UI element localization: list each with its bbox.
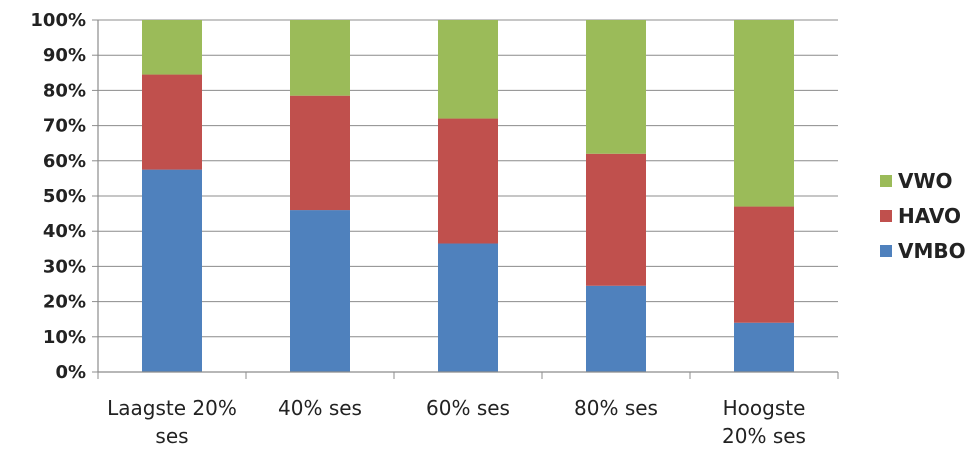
y-tick-label: 80% [43,80,86,101]
y-tick-label: 20% [43,292,86,313]
y-axis-ticks: 0% 10% 20% 30% 40% 50% 60% 70% 80% 90% 100% [30,10,98,383]
axes [97,20,839,379]
bar-havo-4 [734,206,794,323]
x-category-label: 20% ses [722,424,806,448]
legend-label-vmbo: VMBO [898,239,966,263]
x-category-label: Hoogste [723,396,806,420]
y-tick-label: 0% [55,362,86,383]
x-category-label: ses [155,424,188,448]
x-category-label: Laagste 20% [107,396,237,420]
legend-label-havo: HAVO [898,204,961,228]
bar-vmbo-3 [586,285,646,372]
bar-vmbo-4 [734,322,794,372]
bar-vmbo-2 [438,243,498,372]
x-category-label: 60% ses [426,396,510,420]
bar-vmbo-0 [142,169,202,372]
legend-label-vwo: VWO [898,169,953,193]
x-category-label: 40% ses [278,396,362,420]
legend-swatch-havo [880,210,892,222]
bars [142,20,794,372]
y-tick-label: 100% [30,10,86,31]
bar-vmbo-1 [290,210,350,372]
bar-vwo-3 [586,20,646,154]
bar-vwo-4 [734,20,794,207]
x-category-label: 80% ses [574,396,658,420]
x-axis-labels: Laagste 20% ses 40% ses 60% ses 80% ses Hoogs… [107,396,806,448]
bar-havo-3 [586,153,646,286]
y-tick-label: 10% [43,327,86,348]
legend-swatch-vwo [880,175,892,187]
y-tick-label: 50% [43,186,86,207]
bar-havo-0 [142,74,202,170]
bar-vwo-1 [290,20,350,96]
y-tick-label: 40% [43,221,86,242]
y-tick-label: 30% [43,256,86,277]
y-tick-label: 90% [43,45,86,66]
bar-havo-2 [438,118,498,244]
y-tick-label: 70% [43,116,86,137]
bar-vwo-2 [438,20,498,119]
y-tick-label: 60% [43,151,86,172]
bar-vwo-0 [142,20,202,75]
legend-swatch-vmbo [880,245,892,257]
legend: VWO HAVO VMBO [880,169,966,263]
bar-havo-1 [290,95,350,211]
